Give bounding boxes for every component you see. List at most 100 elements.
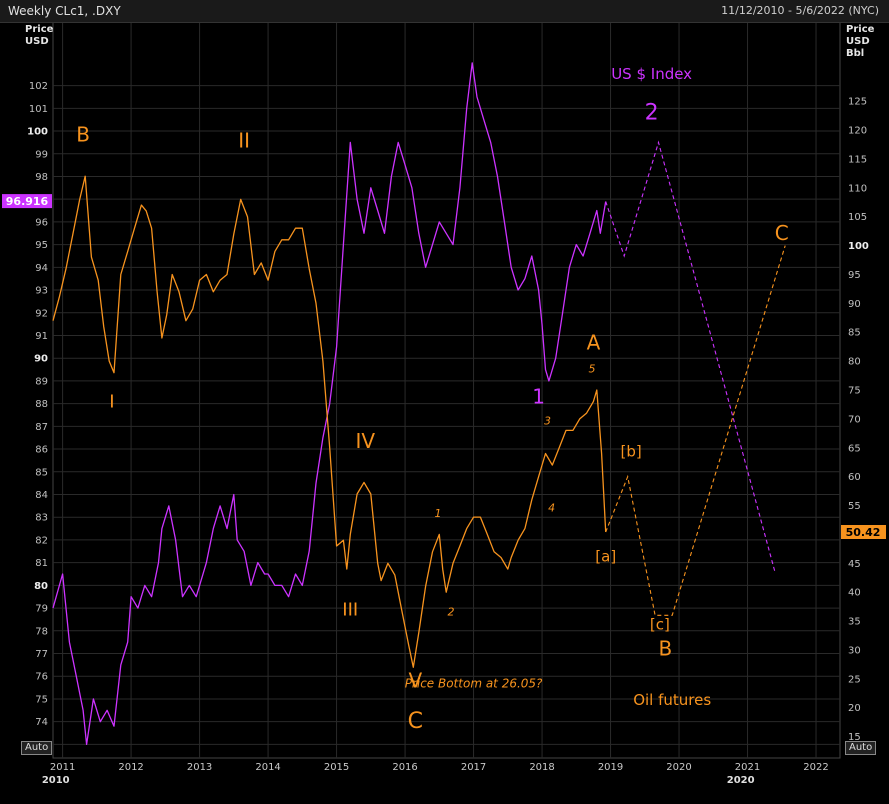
left-tick-label: 87 bbox=[35, 422, 48, 433]
left-tick-label: 79 bbox=[35, 604, 48, 615]
left-tick-label: 90 bbox=[34, 354, 48, 365]
right-tick-label: 75 bbox=[848, 386, 861, 397]
right-tick-label: 80 bbox=[848, 357, 861, 368]
wave-annotation: 3 bbox=[544, 415, 551, 428]
wave-annotation: 2 bbox=[447, 605, 454, 618]
x-tick-label: 2015 bbox=[324, 762, 349, 773]
last-value-left-box bbox=[2, 194, 52, 209]
date-range: 11/12/2010 - 5/6/2022 (NYC) bbox=[721, 4, 879, 17]
chart-title: Weekly CLc1, .DXY bbox=[8, 4, 121, 18]
left-tick-label: 94 bbox=[35, 263, 48, 274]
left-tick-label: 86 bbox=[35, 445, 48, 456]
left-tick-label: 102 bbox=[29, 81, 48, 92]
x-tick-label: 2020 bbox=[666, 762, 691, 773]
right-tick-label: 120 bbox=[848, 126, 867, 137]
left-tick-label: 101 bbox=[29, 104, 48, 115]
wave-annotation: US $ Index bbox=[611, 65, 692, 83]
left-tick-label: 75 bbox=[35, 694, 48, 705]
series-line bbox=[52, 62, 607, 746]
x-tick-label: 2021 bbox=[735, 762, 760, 773]
left-tick-label: 76 bbox=[35, 672, 48, 683]
left-tick-label: 88 bbox=[35, 399, 48, 410]
left-axis-label: Price bbox=[25, 24, 54, 35]
x-tick-label: 2019 bbox=[598, 762, 623, 773]
right-tick-label: 100 bbox=[848, 241, 869, 252]
left-tick-label: 84 bbox=[35, 490, 48, 501]
last-value-right: 50.42 bbox=[846, 526, 881, 539]
wave-annotation: C bbox=[408, 709, 423, 734]
right-tick-label: 25 bbox=[848, 674, 861, 685]
right-tick-label: 55 bbox=[848, 501, 861, 512]
left-tick-label: 95 bbox=[35, 240, 48, 251]
wave-annotation: B bbox=[658, 637, 672, 661]
right-axis-label: Bbl bbox=[846, 48, 864, 59]
left-tick-label: 100 bbox=[27, 127, 48, 138]
x-tick-label: 2012 bbox=[118, 762, 143, 773]
x-tick-label: 2018 bbox=[529, 762, 554, 773]
right-tick-label: 65 bbox=[848, 443, 861, 454]
plot-area bbox=[52, 21, 841, 759]
left-tick-label: 82 bbox=[35, 535, 48, 546]
wave-annotation: Oil futures bbox=[633, 691, 711, 709]
projection-line bbox=[605, 140, 776, 572]
left-tick-label: 92 bbox=[35, 308, 48, 319]
left-tick-label: 85 bbox=[35, 467, 48, 478]
left-tick-label: 78 bbox=[35, 626, 48, 637]
right-tick-label: 70 bbox=[848, 414, 861, 425]
x-tick-label: 2016 bbox=[392, 762, 417, 773]
left-tick-label: 99 bbox=[35, 149, 48, 160]
right-tick-label: 45 bbox=[848, 559, 861, 570]
wave-annotation: C bbox=[775, 221, 789, 245]
wave-annotation: [b] bbox=[620, 442, 641, 460]
wave-annotation: 1 bbox=[532, 385, 545, 409]
wave-annotation: III bbox=[342, 599, 358, 620]
x-tick-label: 2013 bbox=[187, 762, 212, 773]
wave-annotation: 2 bbox=[645, 101, 659, 126]
wave-annotation: [a] bbox=[595, 548, 616, 566]
right-axis-label: Price bbox=[846, 24, 875, 35]
left-axis-label: USD bbox=[25, 36, 49, 47]
x-tick-label: 2017 bbox=[461, 762, 486, 773]
wave-annotation: 1 bbox=[434, 507, 441, 520]
wave-annotation: [c] bbox=[650, 616, 670, 634]
left-tick-label: 83 bbox=[35, 513, 48, 524]
right-tick-label: 40 bbox=[848, 588, 861, 599]
x-tick-label: 2022 bbox=[803, 762, 828, 773]
right-tick-label: 20 bbox=[848, 703, 861, 714]
auto-scale-right-button[interactable]: Auto bbox=[845, 741, 877, 755]
x-tick-label: 2011 bbox=[50, 762, 75, 773]
left-tick-label: 80 bbox=[34, 581, 48, 592]
wave-annotation: A bbox=[587, 331, 601, 355]
right-tick-label: 60 bbox=[848, 472, 861, 483]
auto-scale-left-button[interactable]: Auto bbox=[21, 741, 53, 755]
chart-title-bar: Weekly CLc1, .DXY 11/12/2010 - 5/6/2022 … bbox=[0, 0, 889, 23]
left-tick-label: 77 bbox=[35, 649, 48, 660]
series-line bbox=[52, 175, 607, 668]
x-decade-label: 2020 bbox=[727, 775, 755, 786]
left-tick-label: 81 bbox=[35, 558, 48, 569]
left-tick-label: 96 bbox=[35, 217, 48, 228]
wave-annotation: V bbox=[408, 669, 422, 693]
wave-annotation: B bbox=[76, 123, 90, 147]
right-tick-label: 90 bbox=[848, 299, 861, 310]
projection-line bbox=[605, 245, 786, 616]
right-tick-label: 15 bbox=[848, 732, 861, 743]
right-tick-label: 115 bbox=[848, 154, 867, 165]
wave-annotation: IV bbox=[356, 429, 376, 453]
right-axis-label: USD bbox=[846, 36, 870, 47]
wave-annotation: I bbox=[109, 391, 114, 412]
x-tick-label: 2014 bbox=[255, 762, 280, 773]
left-tick-label: 74 bbox=[35, 717, 48, 728]
wave-annotation: 4 bbox=[548, 501, 555, 514]
last-value-right-box bbox=[841, 525, 886, 540]
left-tick-label: 98 bbox=[35, 172, 48, 183]
left-tick-label: 93 bbox=[35, 286, 48, 297]
x-decade-label: 2010 bbox=[42, 775, 70, 786]
left-tick-label: 89 bbox=[35, 376, 48, 387]
right-tick-label: 85 bbox=[848, 328, 861, 339]
right-tick-label: 110 bbox=[848, 183, 867, 194]
last-value-left: 96.916 bbox=[6, 195, 49, 208]
right-tick-label: 95 bbox=[848, 270, 861, 281]
right-tick-label: 30 bbox=[848, 645, 861, 656]
